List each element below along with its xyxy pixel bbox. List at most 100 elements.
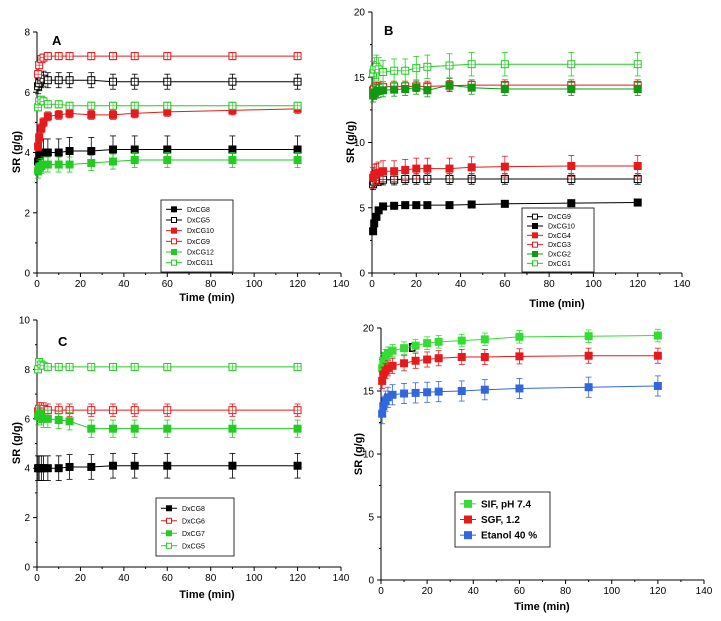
data-point [43, 148, 52, 157]
x-axis-label: Time (min) [179, 292, 235, 304]
data-point [163, 461, 172, 470]
data-point [584, 332, 593, 341]
data-point [390, 201, 399, 210]
y-tick-label: 5 [359, 203, 365, 214]
x-tick-label: 100 [603, 586, 620, 597]
x-tick-label: 0 [34, 279, 40, 290]
x-tick-label: 80 [205, 573, 217, 584]
data-point [87, 424, 96, 433]
data-point [109, 110, 117, 119]
legend: DxCG8 DxCG6 DxCG7 DxCG5 [155, 497, 235, 557]
x-tick-label: 0 [34, 573, 40, 584]
y-tick-label: 10 [19, 316, 31, 327]
x-tick-label: 120 [289, 279, 306, 290]
data-point [653, 331, 662, 340]
legend-label: DxCG3 [548, 242, 571, 249]
series-dxcg8 [34, 452, 302, 481]
x-tick-label: 140 [333, 573, 350, 584]
y-tick-label: 4 [24, 464, 30, 475]
legend-marker [532, 251, 538, 257]
y-tick-label: 20 [363, 324, 375, 335]
data-point [43, 112, 52, 121]
legend-label: DxCG9 [187, 239, 210, 246]
data-point [228, 156, 237, 165]
y-axis-label: SR (g/g) [345, 121, 357, 163]
legend: DxCG8 DxCG5 DxCG10 DxCG9 DxCG12 DxCG11 [160, 199, 234, 273]
x-tick-label: 80 [560, 586, 572, 597]
data-point [109, 157, 117, 166]
data-point [467, 200, 476, 209]
data-point [457, 387, 466, 395]
series-dxcg10 [369, 198, 642, 236]
data-point [293, 461, 302, 470]
data-point [567, 161, 576, 170]
data-point [412, 83, 421, 92]
x-tick-label: 20 [75, 279, 87, 290]
legend-marker [532, 223, 538, 229]
data-point [87, 146, 96, 155]
y-tick-label: 0 [24, 563, 30, 574]
data-point [567, 199, 576, 208]
data-point [515, 332, 524, 341]
x-tick-label: 60 [162, 279, 174, 290]
y-tick-label: 5 [368, 513, 374, 524]
legend-label: Etanol 40 % [481, 531, 537, 542]
series-dxcg4 [369, 155, 642, 189]
data-point [515, 352, 524, 361]
data-point [633, 84, 642, 93]
series-dxcg2 [369, 78, 642, 103]
y-tick-label: 0 [359, 269, 365, 280]
series-sgf-1-2 [378, 347, 662, 389]
data-point [434, 387, 443, 396]
data-point [500, 162, 509, 171]
y-tick-label: 8 [24, 28, 30, 39]
data-point [388, 390, 397, 399]
data-point [54, 464, 63, 473]
series-dxcg9 [369, 173, 642, 190]
data-point [65, 146, 74, 155]
legend-label: DxCG1 [548, 261, 571, 268]
legend-marker [464, 499, 472, 508]
data-point [39, 118, 48, 127]
data-point [445, 201, 454, 210]
data-point [633, 198, 642, 207]
legend-label: DxCG8 [187, 207, 210, 214]
data-point [109, 145, 117, 154]
data-point [65, 160, 74, 169]
x-tick-label: 100 [246, 279, 263, 290]
series-dxcg10 [34, 103, 302, 152]
legend-label: DxCG4 [548, 233, 571, 240]
data-point [130, 424, 139, 433]
legend-marker [171, 227, 177, 234]
data-point [423, 201, 432, 210]
x-tick-label: 140 [674, 279, 691, 290]
data-point [653, 351, 662, 360]
data-point [65, 462, 74, 471]
data-point [434, 337, 443, 346]
data-point [370, 219, 379, 228]
series-sif-ph-7-4 [378, 328, 662, 376]
x-tick-label: 60 [499, 279, 511, 290]
data-point [457, 336, 466, 345]
data-point [412, 164, 421, 173]
data-point [228, 461, 237, 470]
x-tick-label: 140 [333, 279, 350, 290]
legend-marker [464, 531, 472, 540]
data-point [434, 354, 443, 363]
data-point [34, 142, 43, 151]
legend-marker [532, 260, 538, 267]
chart-panel-a: 0 20 40 60 80 100 120 140 0 2 4 6 8 Time (min) SR (g/g… [11, 28, 350, 305]
data-point [445, 81, 454, 90]
y-axis-label: SR (g/g) [11, 131, 23, 173]
data-point [401, 165, 410, 174]
series-dxcg1 [369, 52, 642, 86]
panel-label: C [58, 334, 68, 349]
panel-label: B [384, 23, 393, 38]
data-point [109, 461, 117, 470]
data-point [35, 133, 44, 142]
legend-label: SIF, pH 7.4 [481, 499, 531, 510]
y-tick-label: 0 [24, 269, 30, 280]
legend-label: DxCG7 [182, 531, 205, 538]
y-axis-label: SR (g/g) [11, 422, 23, 464]
data-point [423, 388, 432, 397]
